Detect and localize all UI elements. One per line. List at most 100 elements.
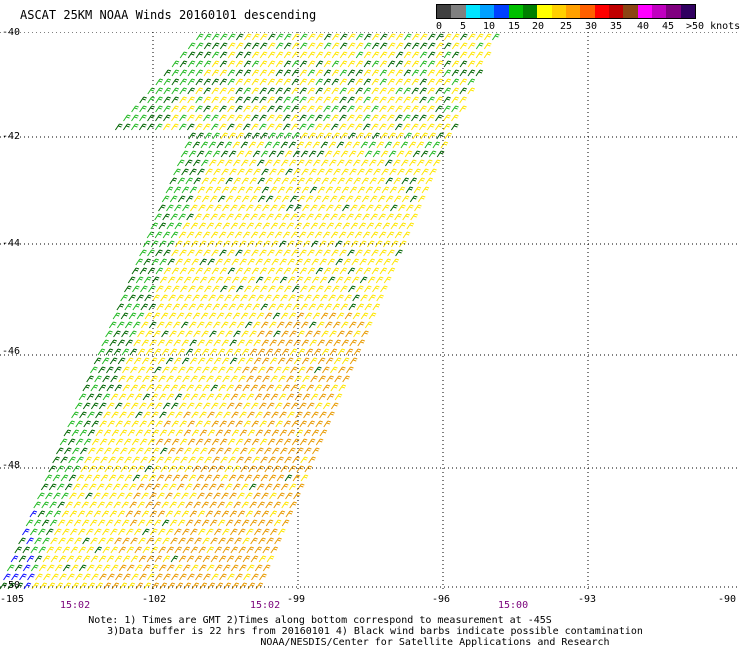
wind-barb	[256, 312, 265, 320]
wind-barb	[387, 114, 395, 122]
wind-barb	[280, 141, 289, 149]
wind-barb	[219, 60, 228, 68]
wind-barb	[105, 519, 114, 527]
legend-label: >50 knots	[686, 21, 740, 32]
wind-barb	[269, 339, 277, 347]
wind-barb	[117, 357, 126, 365]
wind-barb	[210, 402, 219, 410]
wind-barb	[275, 51, 284, 59]
wind-barb	[365, 168, 373, 176]
wind-barb	[175, 411, 183, 419]
wind-barb	[239, 429, 248, 437]
wind-barb	[221, 168, 229, 176]
wind-barb	[291, 105, 299, 113]
wind-barb	[273, 330, 281, 338]
wind-barb	[243, 96, 251, 104]
wind-barb	[427, 60, 436, 68]
wind-barb	[185, 195, 194, 203]
wind-barb	[323, 69, 332, 77]
wind-barb	[389, 186, 398, 194]
wind-barb	[234, 123, 243, 131]
wind-barb	[269, 168, 277, 176]
wind-barb	[88, 465, 97, 473]
wind-barb	[375, 258, 383, 266]
wind-barb	[211, 60, 220, 68]
wind-barb	[205, 357, 214, 365]
wind-barb	[323, 96, 331, 104]
wind-barb	[403, 42, 412, 50]
wind-barb	[155, 267, 164, 275]
wind-barb	[97, 348, 106, 356]
wind-barb	[204, 132, 212, 140]
wind-barb	[134, 546, 143, 554]
note-line: NOAA/NESDIS/Center for Satellite Applica…	[260, 637, 610, 648]
wind-barb	[318, 375, 326, 383]
wind-barb	[99, 438, 108, 446]
wind-barb	[239, 582, 248, 590]
wind-barb	[387, 78, 396, 86]
wind-barb	[18, 537, 26, 545]
wind-barb	[70, 528, 78, 536]
wind-barb	[372, 303, 381, 311]
wind-barb	[258, 555, 267, 563]
wind-barb	[130, 537, 138, 545]
wind-barb	[339, 51, 348, 59]
wind-barb	[190, 204, 198, 212]
wind-barb	[164, 456, 172, 464]
wind-barb	[163, 114, 171, 122]
wind-barb	[88, 447, 96, 455]
wind-barb	[414, 204, 422, 212]
wind-barb	[371, 249, 379, 257]
wind-barb	[308, 456, 316, 464]
wind-barb	[355, 33, 364, 41]
wind-barb	[132, 285, 140, 293]
wind-barb	[134, 375, 142, 383]
wind-barb	[155, 78, 164, 86]
wind-barb	[170, 213, 178, 221]
wind-barb	[408, 141, 417, 149]
wind-barb	[185, 177, 193, 185]
wind-barb	[300, 150, 309, 158]
wind-barb	[136, 465, 145, 473]
wind-barb	[435, 42, 444, 50]
wind-barb	[358, 204, 366, 212]
wind-barb	[235, 33, 244, 41]
wind-barb	[239, 258, 247, 266]
wind-barb	[356, 321, 365, 329]
wind-barb	[436, 150, 445, 158]
wind-barb	[403, 60, 412, 68]
wind-barb	[315, 60, 324, 68]
wind-barb	[459, 42, 468, 50]
wind-barb	[251, 33, 260, 41]
legend-swatch	[680, 5, 695, 18]
wind-barb	[282, 213, 290, 221]
wind-barb	[299, 87, 307, 95]
wind-barb	[314, 231, 323, 239]
wind-barb	[136, 312, 145, 320]
wind-barb	[259, 33, 268, 41]
wind-barb	[243, 33, 252, 41]
wind-barb	[369, 195, 378, 203]
wind-barb	[315, 51, 324, 59]
wind-barb	[258, 402, 267, 410]
wind-barb	[198, 375, 206, 383]
wind-barb	[387, 51, 396, 59]
wind-barb	[347, 114, 355, 122]
wind-barb	[355, 114, 363, 122]
wind-barb	[389, 168, 397, 176]
wind-barb	[79, 582, 88, 590]
wind-barb	[293, 492, 301, 500]
wind-barb	[252, 150, 261, 158]
wind-barb	[214, 546, 223, 554]
wind-barb	[315, 87, 323, 95]
wind-barb	[357, 186, 366, 194]
wind-barb	[419, 51, 428, 59]
wind-barb	[170, 555, 179, 563]
wind-barb	[37, 510, 46, 518]
wind-barb	[82, 555, 91, 563]
wind-barb	[340, 285, 348, 293]
wind-barb	[349, 186, 358, 194]
wind-barb	[491, 33, 500, 41]
wind-barb	[270, 528, 278, 536]
wind-barb	[451, 33, 460, 41]
